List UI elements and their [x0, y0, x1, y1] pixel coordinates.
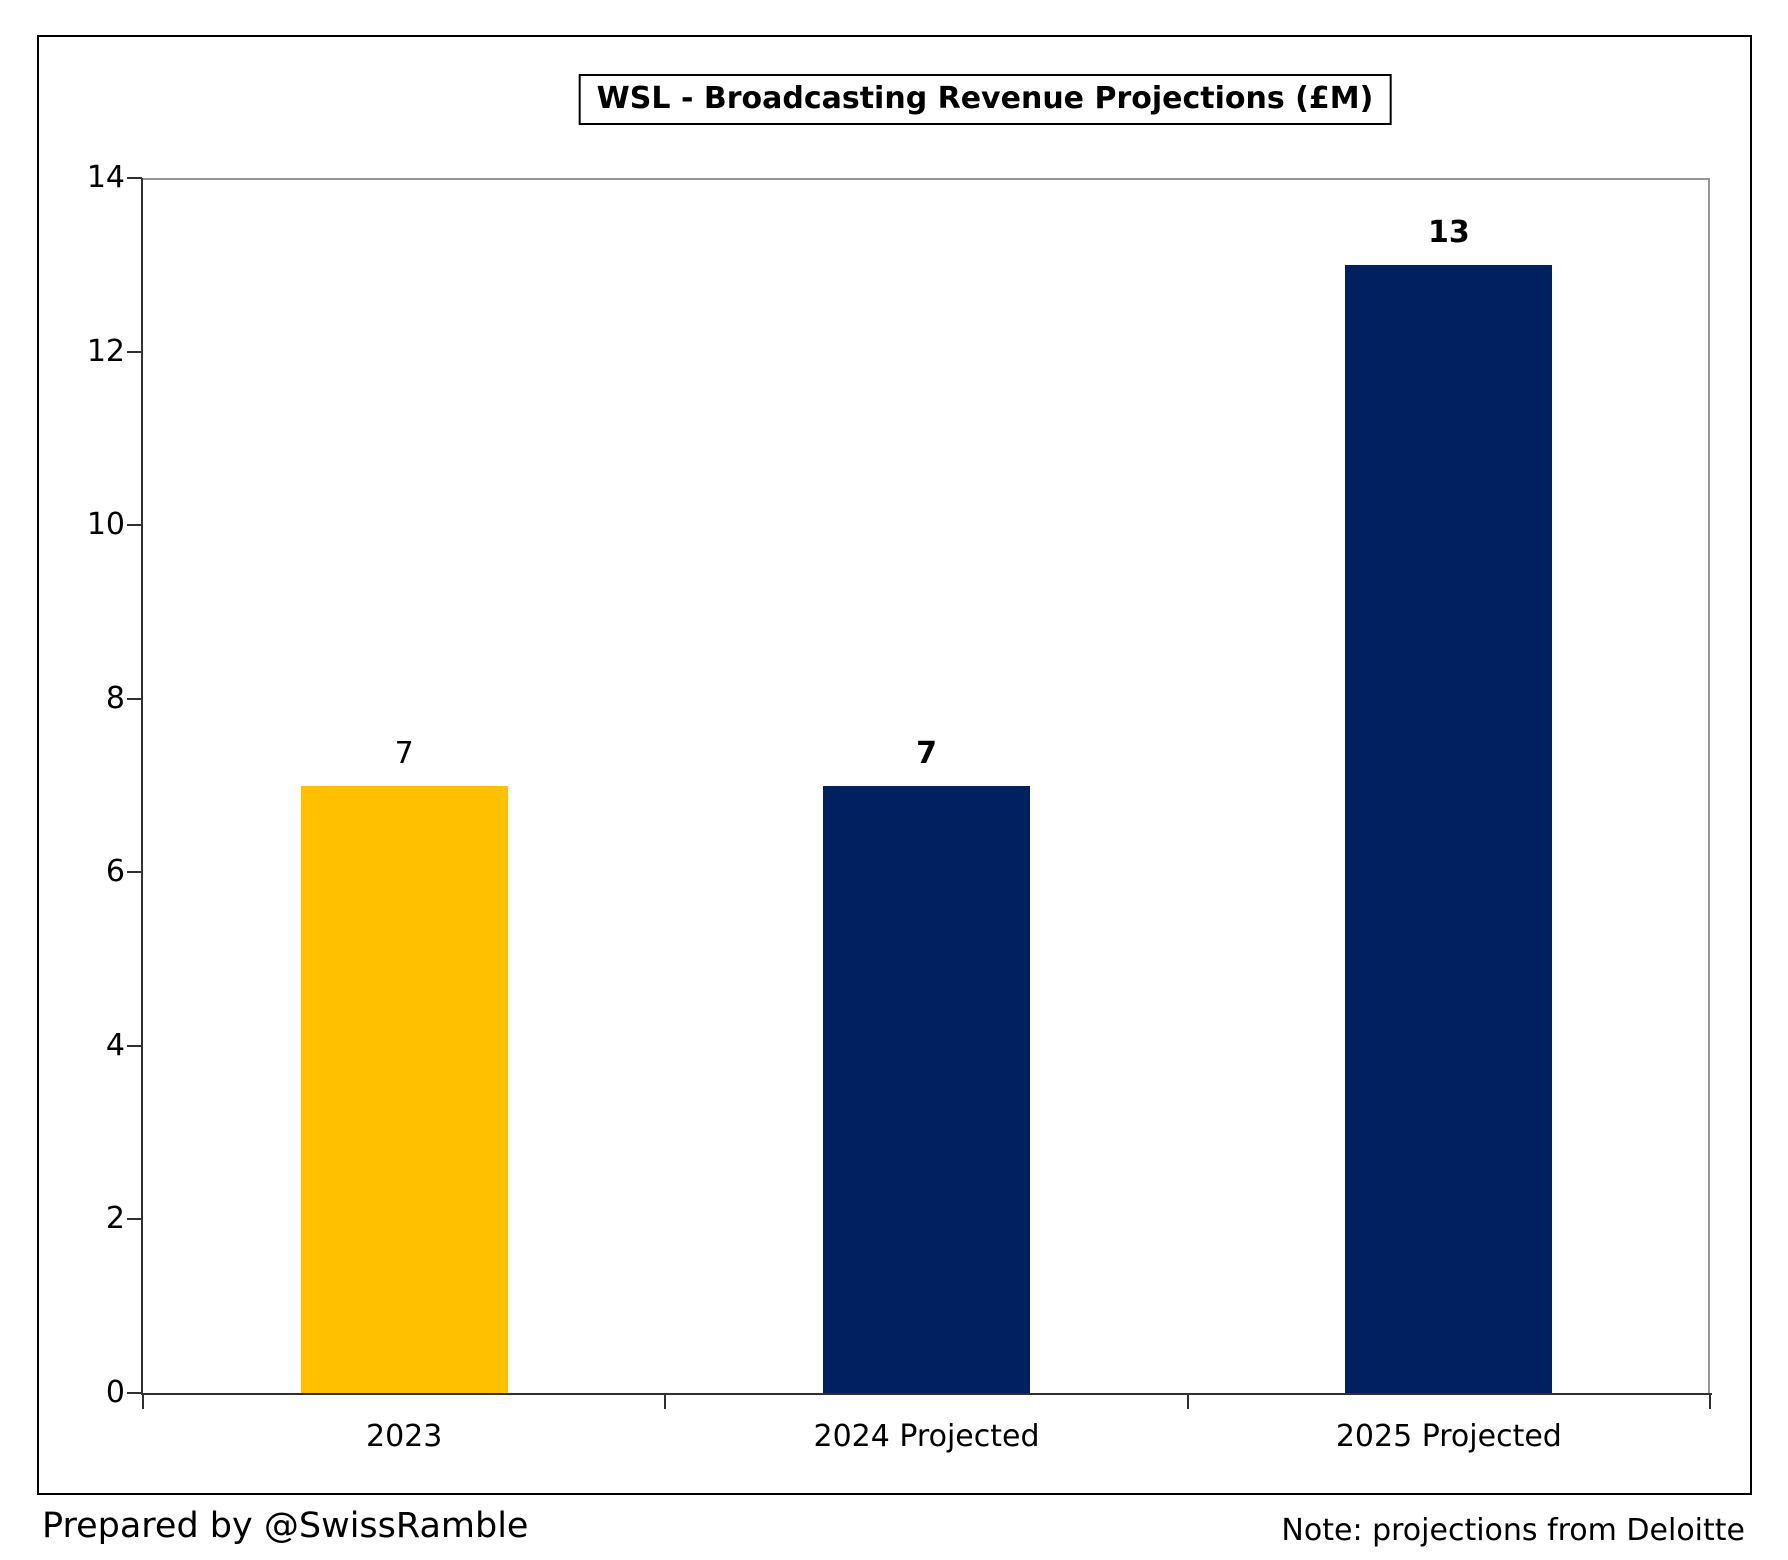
y-tick-label: 6: [105, 854, 125, 890]
x-tick-mark: [142, 1395, 144, 1409]
y-tick-label: 4: [105, 1027, 125, 1063]
x-category-label: 2023: [365, 1419, 443, 1454]
y-tick-mark: [127, 1218, 142, 1221]
y-tick-label: 10: [86, 507, 125, 543]
bar-value-label: 7: [394, 735, 414, 771]
y-tick-label: 14: [86, 160, 125, 195]
y-tick-mark: [127, 524, 142, 527]
y-tick-mark: [127, 1044, 142, 1047]
bar-2025-projected: [1345, 264, 1553, 1393]
y-tick-mark: [127, 697, 142, 700]
bar-2023: [300, 785, 508, 1393]
y-tick-label: 12: [86, 333, 125, 369]
bar-value-label: 7: [916, 735, 937, 771]
y-tick-mark: [127, 350, 142, 353]
y-tick-label: 0: [105, 1375, 125, 1410]
y-tick-label: 8: [105, 680, 125, 716]
x-category-label: 2024 Projected: [813, 1419, 1040, 1454]
bar-2024-projected: [823, 785, 1030, 1393]
y-axis-line: [141, 178, 143, 1395]
chart-title: WSL - Broadcasting Revenue Projections (…: [578, 74, 1392, 125]
y-tick-mark: [127, 1392, 142, 1394]
x-category-label: 2025 Projected: [1335, 1419, 1562, 1454]
footer-credit: Prepared by @SwissRamble: [42, 1506, 529, 1546]
y-tick-label: 2: [105, 1201, 125, 1237]
bar-value-label: 13: [1427, 214, 1470, 250]
y-tick-mark: [127, 871, 142, 874]
x-tick-mark: [664, 1395, 667, 1409]
y-tick-mark: [127, 177, 142, 179]
footer-note: Note: projections from Deloitte: [1281, 1513, 1745, 1548]
x-axis-line: [141, 1393, 1712, 1395]
x-tick-mark: [1186, 1395, 1189, 1409]
x-tick-mark: [1709, 1395, 1711, 1409]
